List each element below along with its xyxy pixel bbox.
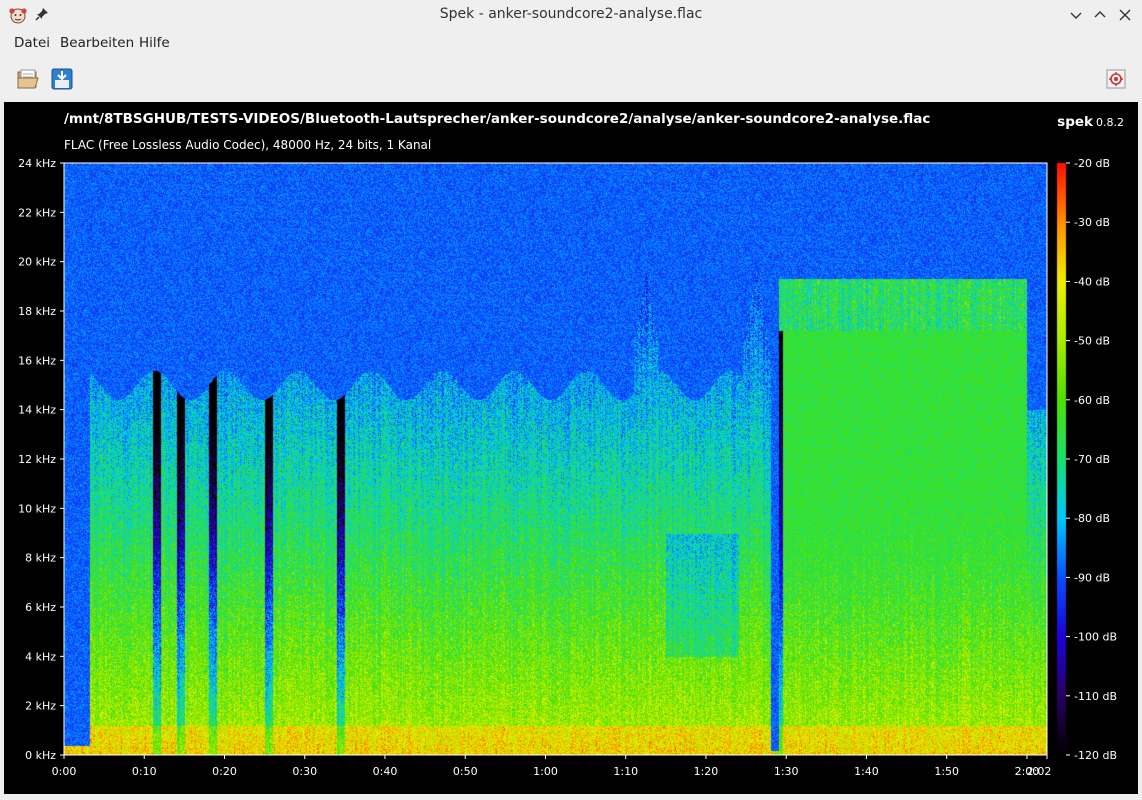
title-bar: Spek - anker-soundcore2-analyse.flac [0, 0, 1142, 30]
preferences-icon [1106, 69, 1126, 89]
folder-open-icon [17, 69, 39, 89]
minimize-button[interactable] [1067, 6, 1085, 24]
brand-name: spek [1057, 114, 1093, 130]
window-title: Spek - anker-soundcore2-analyse.flac [439, 6, 703, 22]
file-path: /mnt/8TBSGHUB/TESTS-VIDEOS/Bluetooth-Lau… [64, 111, 931, 127]
save-button[interactable] [49, 66, 75, 92]
file-info: FLAC (Free Lossless Audio Codec), 48000 … [64, 138, 432, 152]
chevron-down-icon [1070, 12, 1082, 19]
toolbar [0, 62, 1142, 96]
preferences-button[interactable] [1103, 66, 1129, 92]
brand: spek 0.8.2 [1057, 111, 1124, 130]
pin-icon[interactable] [34, 6, 50, 22]
menu-bearbeiten[interactable]: Bearbeiten [60, 35, 135, 51]
chevron-up-icon [1094, 11, 1106, 18]
open-file-button[interactable] [15, 66, 41, 92]
spectrogram-panel: /mnt/8TBSGHUB/TESTS-VIDEOS/Bluetooth-Lau… [4, 102, 1138, 794]
spectrogram-canvas[interactable] [4, 102, 1138, 794]
close-button[interactable] [1116, 6, 1134, 24]
brand-version: 0.8.2 [1096, 116, 1124, 129]
app-icon [9, 8, 27, 24]
menu-hilfe[interactable]: Hilfe [139, 35, 170, 51]
save-download-icon [51, 68, 73, 90]
menu-bar: Datei Bearbeiten Hilfe [0, 32, 1142, 56]
menu-datei[interactable]: Datei [14, 35, 51, 51]
close-icon [1119, 9, 1131, 21]
maximize-button[interactable] [1091, 6, 1109, 24]
